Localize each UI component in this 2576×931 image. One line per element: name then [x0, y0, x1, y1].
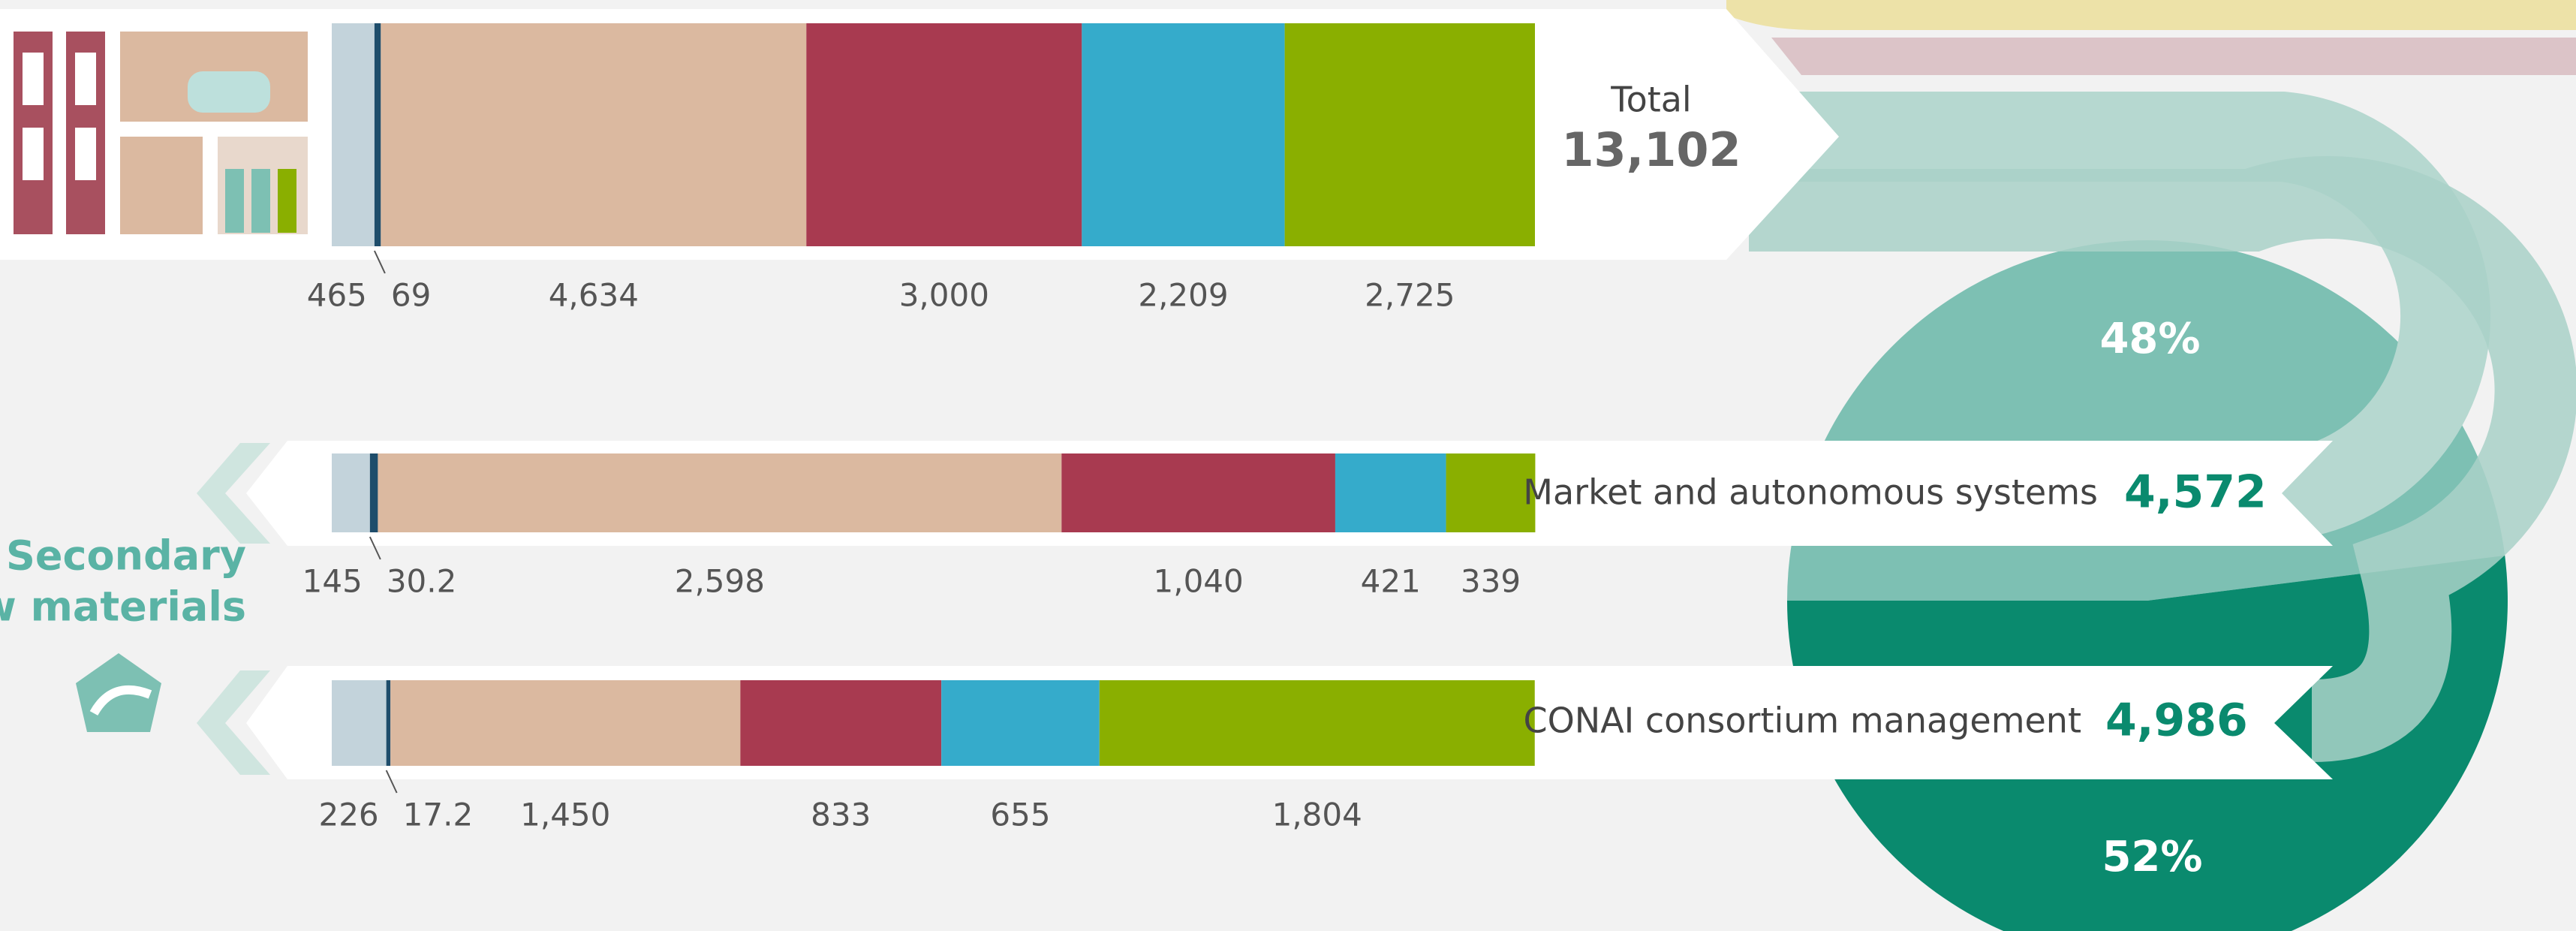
bar-segment	[386, 680, 391, 766]
side-label: Secondary	[6, 532, 246, 580]
bar-segment	[1446, 453, 1536, 532]
pie-label: 48%	[2099, 315, 2200, 363]
flow-band	[1749, 155, 2576, 762]
bar-segment	[1082, 23, 1285, 246]
total-label: 13,102	[1561, 122, 1741, 177]
value-label: 1,450	[520, 797, 610, 833]
chart-title: Market and autonomous systems	[1523, 472, 2098, 513]
pie-label: 52%	[2102, 833, 2202, 881]
value-label: 145	[302, 563, 363, 600]
value-label: 2,725	[1365, 277, 1455, 314]
bar-segment	[332, 680, 387, 766]
bar-segment	[378, 453, 1062, 532]
bar-segment	[806, 23, 1082, 246]
bar-segment	[1061, 453, 1335, 532]
total-label: 4,986	[2105, 694, 2248, 747]
bar-segment	[941, 680, 1100, 766]
recycle-icon	[89, 685, 152, 716]
value-label: 339	[1461, 563, 1521, 600]
bar-segment	[369, 453, 378, 532]
arrow-ghost	[197, 670, 270, 775]
chart-title: Total	[1610, 80, 1691, 120]
bar-segment	[390, 680, 741, 766]
bar-segment	[1099, 680, 1535, 766]
value-label: 226	[318, 797, 378, 833]
value-label: 2,209	[1138, 277, 1228, 314]
top-stripe	[1726, 0, 2576, 30]
total-label: 4,572	[2124, 466, 2267, 519]
bar-segment	[332, 23, 375, 246]
value-label: 17.2	[403, 797, 474, 833]
leader-line	[373, 250, 386, 274]
leader-line	[385, 770, 398, 794]
bar-segment	[374, 23, 381, 246]
side-label: raw materials	[0, 583, 246, 631]
arrow-ghost	[197, 443, 270, 544]
value-label: 69	[391, 277, 431, 314]
value-label: 3,000	[899, 277, 989, 314]
bar-segment	[381, 23, 807, 246]
value-label: 30.2	[387, 563, 457, 600]
value-label: 2,598	[675, 563, 765, 600]
value-label: 465	[307, 277, 367, 314]
bar-segment	[1335, 453, 1446, 532]
value-label: 1,040	[1154, 563, 1244, 600]
bar-segment	[740, 680, 942, 766]
value-label: 833	[811, 797, 871, 833]
bar-segment	[332, 453, 370, 532]
bar-segment	[1284, 23, 1535, 246]
leader-line	[369, 536, 381, 560]
value-label: 421	[1361, 563, 1421, 600]
value-label: 1,804	[1272, 797, 1362, 833]
value-label: 4,634	[549, 277, 639, 314]
packaging-icon	[14, 32, 308, 234]
top-stripe	[1771, 38, 2576, 75]
chart-title: CONAI consortium management	[1523, 701, 2081, 741]
value-label: 655	[990, 797, 1050, 833]
